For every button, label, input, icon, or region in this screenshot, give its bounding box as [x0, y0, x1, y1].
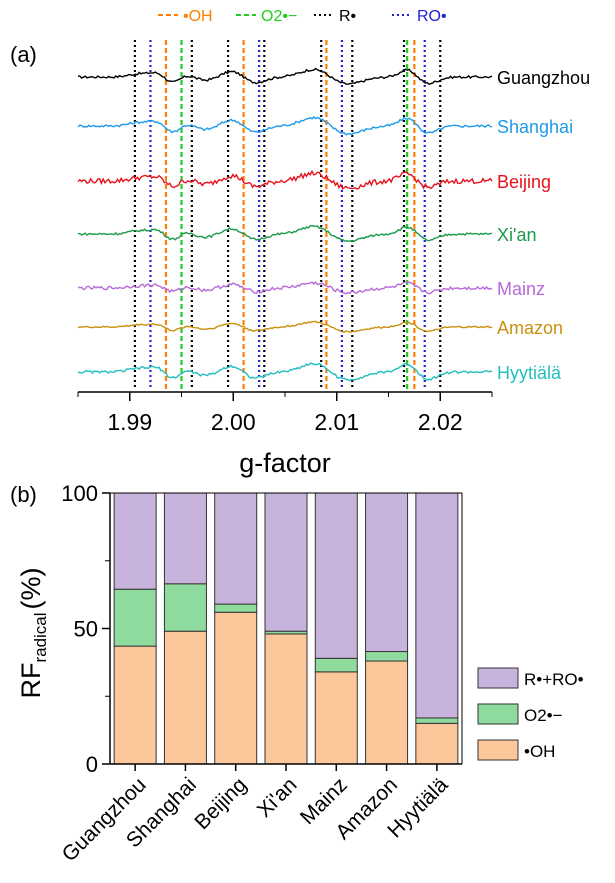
- legend-label-b: R•+RO•: [524, 670, 584, 689]
- stacked-bars: [113, 492, 459, 765]
- bar-segment-2: [365, 492, 409, 653]
- y-axis-title-sub: radical: [31, 612, 50, 662]
- series-label-1: Shanghai: [497, 117, 573, 137]
- legend-a: •OH O2•− R• RO•: [158, 8, 447, 25]
- legend-label-b: •OH: [524, 742, 555, 761]
- category-label: Xi'an: [253, 773, 302, 822]
- y-tick-label: 0: [86, 752, 98, 777]
- legend-b: R•+RO• O2•− •OH: [477, 667, 584, 761]
- bar-segment-1: [314, 657, 358, 673]
- y-axis-title: RFradical (%): [16, 567, 50, 698]
- x-tick-label: 2.02: [418, 409, 463, 435]
- bar-segment-0: [214, 611, 258, 765]
- trace-1: [77, 116, 493, 136]
- x-axis-ticks: 1.99 2.00 2.01 2.02: [77, 392, 493, 435]
- x-tick-label: 1.99: [107, 409, 152, 435]
- y-axis: 0 50 100: [61, 481, 111, 777]
- bar-segment-1: [415, 717, 459, 724]
- legend-swatch-b: [477, 667, 519, 689]
- series-label-3: Xi'an: [497, 225, 536, 245]
- trace-4: [77, 281, 493, 295]
- bar-segment-1: [163, 583, 207, 632]
- bar-segment-0: [163, 630, 207, 765]
- bar-segment-0: [415, 722, 459, 765]
- legend-label-r: R•: [339, 8, 356, 25]
- y-tick-label: 100: [61, 481, 98, 506]
- series-label-6: Hyytiälä: [497, 363, 562, 383]
- bar-segment-2: [163, 492, 207, 585]
- y-axis-title-main: RF: [16, 663, 46, 699]
- series-label-5: Amazon: [497, 318, 563, 338]
- bar-segment-0: [264, 633, 308, 765]
- trace-0: [78, 67, 493, 85]
- y-tick-label: 50: [74, 617, 98, 642]
- legend-swatch-b: [477, 703, 519, 725]
- category-label: Beijing: [190, 773, 251, 834]
- spectra-traces: [77, 67, 493, 382]
- bar-segment-2: [113, 492, 157, 590]
- series-label-2: Beijing: [497, 172, 551, 192]
- panel-a-label: (a): [10, 42, 37, 67]
- panel-a: (a) •OH O2•− R• RO• Guangzhou Shanghai Beijin…: [10, 8, 590, 478]
- series-label-4: Mainz: [497, 279, 545, 299]
- series-label-0: Guangzhou: [497, 68, 590, 88]
- trace-2: [77, 169, 493, 190]
- bar-segment-1: [365, 651, 409, 662]
- reference-lines: [133, 40, 442, 390]
- bar-segment-0: [113, 645, 157, 765]
- legend-label-oh: •OH: [183, 8, 213, 25]
- bar-segment-0: [365, 660, 409, 765]
- legend-label-b: O2•−: [524, 706, 563, 725]
- bar-segment-0: [314, 671, 358, 765]
- legend-swatch-b: [477, 739, 519, 761]
- bar-segment-2: [214, 492, 258, 605]
- x-axis-title: g-factor: [239, 448, 331, 478]
- x-tick-label: 2.00: [211, 409, 256, 435]
- bar-segment-1: [214, 603, 258, 613]
- trace-5: [77, 320, 493, 333]
- panel-b-label: (b): [10, 482, 37, 507]
- trace-3: [77, 224, 493, 243]
- x-tick-label: 2.01: [314, 409, 359, 435]
- category-label: Guangzhou: [58, 773, 151, 866]
- y-axis-title-unit: (%): [16, 567, 46, 609]
- bar-segment-1: [113, 588, 157, 647]
- series-labels: Guangzhou Shanghai Beijing Xi'an Mainz Amazon…: [497, 68, 590, 383]
- bar-segment-2: [314, 492, 358, 659]
- bar-segment-2: [264, 492, 308, 632]
- legend-label-ro: RO•: [417, 8, 447, 25]
- legend-label-o2: O2•−: [261, 8, 297, 25]
- bar-segment-2: [415, 492, 459, 719]
- trace-6: [77, 362, 493, 382]
